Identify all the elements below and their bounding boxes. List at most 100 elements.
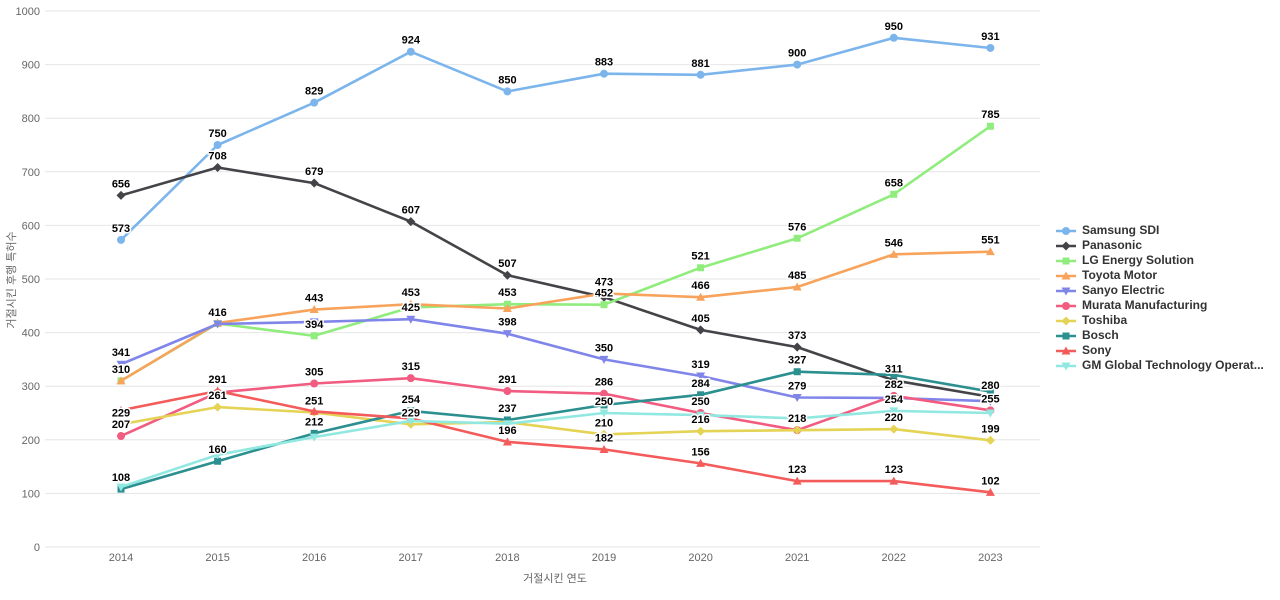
data-point[interactable]: [600, 301, 608, 309]
data-point[interactable]: [117, 235, 125, 244]
data-point[interactable]: [599, 355, 609, 364]
legend-item-panasonic[interactable]: Panasonic: [1056, 238, 1264, 253]
data-point[interactable]: [890, 190, 898, 198]
data-point[interactable]: [117, 432, 125, 441]
data-point[interactable]: [696, 372, 706, 381]
data-point[interactable]: [1061, 287, 1071, 295]
data-point[interactable]: [1062, 226, 1070, 235]
data-point[interactable]: [792, 342, 802, 352]
data-point[interactable]: [889, 407, 899, 416]
data-point[interactable]: [213, 386, 223, 395]
data-point[interactable]: [600, 389, 608, 398]
data-point[interactable]: [309, 433, 319, 442]
data-point[interactable]: [310, 98, 319, 107]
data-point[interactable]: [889, 33, 898, 42]
data-point[interactable]: [502, 303, 512, 312]
data-point[interactable]: [1061, 315, 1071, 326]
data-point[interactable]: [214, 457, 222, 465]
data-point[interactable]: [213, 141, 222, 149]
data-point[interactable]: [502, 437, 512, 446]
legend-item-samsung-sdi[interactable]: Samsung SDI: [1056, 223, 1264, 238]
data-point[interactable]: [310, 332, 318, 340]
data-point[interactable]: [986, 43, 995, 52]
data-point[interactable]: [793, 368, 801, 376]
data-point[interactable]: [116, 483, 126, 492]
data-point[interactable]: [116, 360, 126, 369]
data-point[interactable]: [1061, 271, 1071, 279]
data-point[interactable]: [116, 190, 126, 200]
data-point[interactable]: [213, 162, 223, 173]
data-point[interactable]: [309, 318, 319, 327]
legend-item-bosch[interactable]: Bosch: [1056, 328, 1264, 343]
data-point[interactable]: [792, 393, 802, 402]
data-point[interactable]: [986, 122, 994, 130]
data-point[interactable]: [985, 247, 995, 256]
data-point[interactable]: [986, 388, 994, 396]
data-point[interactable]: [600, 401, 608, 409]
data-point[interactable]: [502, 420, 512, 429]
data-point[interactable]: [310, 429, 318, 437]
data-point[interactable]: [406, 299, 416, 308]
legend-item-toshiba[interactable]: Toshiba: [1056, 313, 1264, 328]
data-point[interactable]: [889, 249, 899, 258]
data-point[interactable]: [407, 407, 415, 415]
data-point[interactable]: [985, 409, 995, 418]
data-point[interactable]: [503, 87, 512, 96]
data-point[interactable]: [406, 47, 415, 56]
data-point[interactable]: [793, 60, 802, 69]
data-point[interactable]: [889, 391, 898, 400]
data-point[interactable]: [889, 476, 899, 485]
data-point[interactable]: [406, 374, 415, 383]
data-point[interactable]: [1062, 257, 1070, 264]
data-point[interactable]: [503, 387, 512, 396]
data-point[interactable]: [310, 379, 319, 388]
data-point[interactable]: [309, 406, 319, 415]
data-point[interactable]: [696, 426, 706, 436]
data-point[interactable]: [696, 411, 706, 420]
data-point[interactable]: [696, 325, 706, 335]
legend-item-murata-manufacturing[interactable]: Murata Manufacturing: [1056, 298, 1264, 313]
data-point[interactable]: [696, 458, 706, 467]
legend-item-gm-global-technology-operations[interactable]: GM Global Technology Operat...: [1056, 358, 1264, 373]
data-point[interactable]: [599, 288, 609, 297]
data-point[interactable]: [406, 417, 416, 426]
data-point[interactable]: [792, 425, 802, 435]
data-point[interactable]: [792, 476, 802, 485]
data-point[interactable]: [890, 371, 898, 379]
data-point[interactable]: [1061, 362, 1071, 370]
data-point[interactable]: [696, 70, 705, 79]
data-point[interactable]: [1061, 240, 1071, 251]
data-point[interactable]: [697, 264, 705, 272]
data-point[interactable]: [1062, 301, 1070, 310]
data-point[interactable]: [213, 402, 223, 412]
data-point[interactable]: [793, 234, 801, 242]
data-point[interactable]: [503, 416, 511, 424]
data-point[interactable]: [985, 397, 995, 406]
data-point[interactable]: [599, 444, 609, 453]
data-point[interactable]: [309, 305, 319, 314]
data-point[interactable]: [889, 424, 899, 434]
data-point[interactable]: [600, 69, 608, 78]
data-point[interactable]: [792, 282, 802, 291]
legend-item-sanyo-electric[interactable]: Sanyo Electric: [1056, 283, 1264, 298]
x-tick-label: 2020: [688, 552, 712, 564]
data-point[interactable]: [1061, 346, 1071, 354]
data-point[interactable]: [1062, 332, 1070, 339]
data-point[interactable]: [213, 451, 223, 460]
data-point[interactable]: [697, 391, 705, 399]
legend-item-lg-energy-solution[interactable]: LG Energy Solution: [1056, 253, 1264, 268]
data-point[interactable]: [116, 376, 126, 385]
data-point[interactable]: [502, 330, 512, 339]
data-point[interactable]: [792, 414, 802, 423]
data-point[interactable]: [985, 487, 995, 496]
data-point[interactable]: [406, 315, 416, 324]
data-point[interactable]: [213, 320, 223, 329]
legend-item-sony[interactable]: Sony: [1056, 343, 1264, 358]
data-point[interactable]: [116, 405, 126, 414]
data-point[interactable]: [309, 178, 319, 188]
data-point[interactable]: [985, 435, 995, 445]
data-point[interactable]: [696, 292, 706, 301]
legend-item-toyota-motor[interactable]: Toyota Motor: [1056, 268, 1264, 283]
data-point[interactable]: [406, 217, 416, 227]
data-point[interactable]: [599, 409, 609, 418]
